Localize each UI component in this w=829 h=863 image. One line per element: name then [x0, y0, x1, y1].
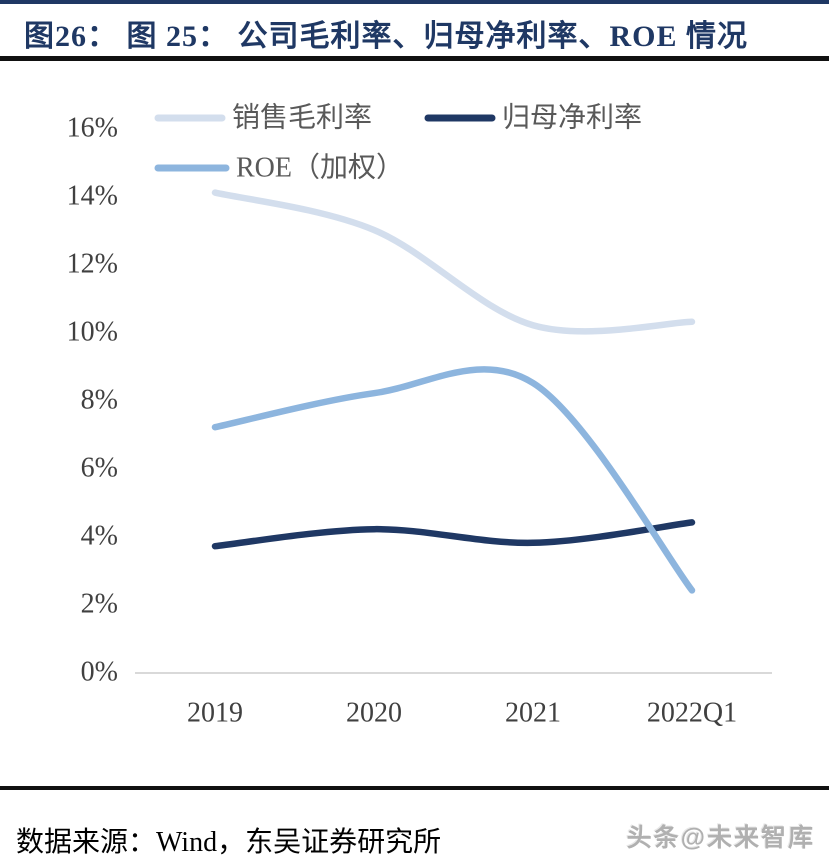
y-tick-label: 16% [67, 113, 118, 144]
x-tick-label: 2021 [505, 698, 561, 729]
watermark-text: 头条@未来智库 [626, 824, 815, 852]
legend-label-1: 归母净利率 [502, 102, 642, 134]
series-line-0 [211, 189, 696, 335]
x-tick-label: 2020 [346, 698, 402, 729]
series-line-2 [211, 366, 696, 594]
series-line-1 [211, 519, 696, 550]
line-chart: 16% 14% 12% 10% 8% 6% 4% 2% 0% 2019 2020 2021 2022Q1… [67, 102, 772, 729]
data-source-note: 数据来源：Wind，东吴证券研究所 [16, 827, 442, 858]
y-tick-label: 4% [81, 521, 118, 552]
y-tick-label: 2% [81, 589, 118, 620]
y-tick-label: 12% [67, 249, 118, 280]
y-tick-label: 14% [67, 181, 118, 212]
y-tick-label: 10% [67, 317, 118, 348]
x-tick-label: 2022Q1 [647, 698, 737, 729]
title-divider-rule [0, 56, 829, 61]
x-tick-label: 2019 [187, 698, 243, 729]
footer-divider-rule [0, 786, 829, 790]
y-tick-label: 8% [81, 385, 118, 416]
y-tick-label: 0% [81, 657, 118, 688]
y-tick-label: 6% [81, 453, 118, 484]
top-border-rule [0, 0, 829, 4]
legend-label-0: 销售毛利率 [232, 102, 372, 134]
legend-label-2: ROE（加权） [236, 152, 404, 184]
figure-title: 图26： 图 25： 公司毛利率、归母净利率、ROE 情况 [24, 20, 749, 53]
